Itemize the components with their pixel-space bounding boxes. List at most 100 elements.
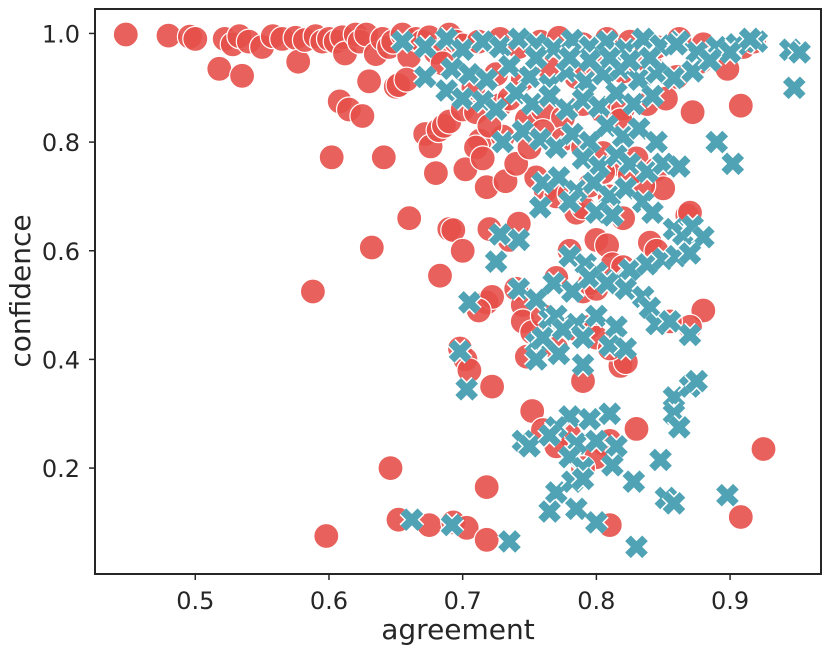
data-point-x [649, 448, 672, 472]
x-tick-label: 0.8 [577, 587, 615, 615]
data-point-x [528, 195, 552, 219]
data-point-x [788, 41, 811, 64]
y-tick-label: 0.2 [42, 455, 80, 483]
x-tick-label: 0.5 [176, 587, 214, 615]
data-point-x [507, 228, 531, 252]
data-point-x [451, 38, 475, 62]
data-point-x [484, 98, 508, 121]
x-axis-ticks: 0.5 0.6 0.7 0.8 0.9 [176, 574, 749, 615]
data-point-x [560, 28, 584, 52]
data-point-circle [356, 68, 383, 95]
data-point-x [598, 46, 622, 70]
data-point-x [475, 68, 499, 91]
data-point-circle [750, 435, 777, 463]
data-point-x [520, 92, 544, 116]
data-point-circle [349, 102, 376, 130]
data-point-x [524, 46, 548, 70]
data-point-x [595, 272, 619, 295]
data-point-x [641, 84, 664, 108]
data-point-x [685, 369, 708, 393]
data-point-x [614, 337, 638, 360]
data-point-x [578, 266, 602, 290]
data-point-x [571, 147, 595, 170]
data-point-circle [299, 278, 326, 305]
data-point-x [571, 353, 595, 377]
data-point-x [413, 35, 437, 59]
data-point-x [738, 27, 762, 51]
data-point-x [498, 54, 521, 78]
data-point-circle [422, 160, 449, 187]
data-point-x [578, 407, 602, 431]
data-point-x [488, 35, 512, 59]
data-point-circle [469, 145, 496, 172]
data-point-x [518, 435, 541, 458]
data-point-x [564, 497, 588, 521]
data-point-x [622, 92, 646, 116]
data-point-x [601, 454, 624, 477]
data-point-x [678, 323, 702, 347]
data-point-x [498, 530, 521, 553]
data-point-x [578, 130, 602, 154]
data-point-x [551, 318, 575, 341]
data-point-x [627, 68, 651, 91]
data-point-circle [229, 62, 256, 89]
data-point-x [458, 62, 481, 86]
data-point-x [782, 76, 806, 100]
data-point-x [622, 470, 646, 493]
data-point-x [601, 204, 624, 227]
data-point-circle [426, 262, 454, 289]
data-point-x [491, 130, 515, 154]
data-point-x [716, 483, 739, 507]
data-point-x [451, 87, 475, 110]
data-point-circle [396, 205, 423, 232]
y-tick-label: 0.6 [42, 238, 80, 266]
data-point-circle [473, 526, 500, 553]
data-point-circle [313, 522, 340, 550]
data-point-circle [679, 99, 706, 126]
data-point-x [440, 513, 464, 537]
data-point-x [662, 66, 686, 90]
data-point-x [571, 326, 595, 350]
data-point-x [400, 508, 424, 532]
y-tick-label: 1.0 [42, 20, 80, 48]
data-point-x [692, 225, 715, 249]
data-point-circle [449, 237, 476, 264]
data-point-x [662, 492, 686, 515]
data-point-x [614, 277, 638, 301]
data-point-x [518, 65, 541, 89]
x-tick-label: 0.7 [444, 587, 482, 615]
data-point-x [618, 49, 642, 72]
data-point-x [635, 160, 659, 184]
data-point-x [455, 377, 479, 401]
data-point-x [618, 258, 642, 282]
data-point-circle [285, 48, 312, 75]
data-point-circle [206, 55, 233, 82]
data-point-x [705, 130, 729, 154]
data-point-x [625, 535, 648, 559]
data-point-x [471, 30, 495, 53]
data-point-x [641, 201, 664, 225]
data-point-x [721, 152, 745, 176]
data-point-x [658, 310, 682, 333]
data-point-x [635, 253, 659, 276]
data-point-x [578, 49, 602, 72]
data-point-x [558, 190, 581, 214]
data-point-circle [623, 415, 650, 442]
data-point-circle [727, 92, 754, 119]
data-point-circle [370, 144, 397, 171]
data-point-x [718, 41, 742, 64]
data-point-circle [318, 144, 345, 171]
data-point-x [571, 467, 595, 491]
data-point-x [440, 57, 464, 81]
data-point-x [587, 95, 611, 119]
data-point-x [614, 176, 638, 200]
y-axis-label: confidence [4, 214, 37, 367]
data-point-x [638, 296, 662, 320]
x-tick-label: 0.6 [310, 587, 348, 615]
data-point-x [698, 49, 722, 72]
data-point-x [538, 424, 561, 447]
data-point-circle [182, 25, 209, 53]
data-point-x [645, 130, 668, 154]
data-point-x [531, 171, 555, 195]
data-points [112, 21, 812, 560]
